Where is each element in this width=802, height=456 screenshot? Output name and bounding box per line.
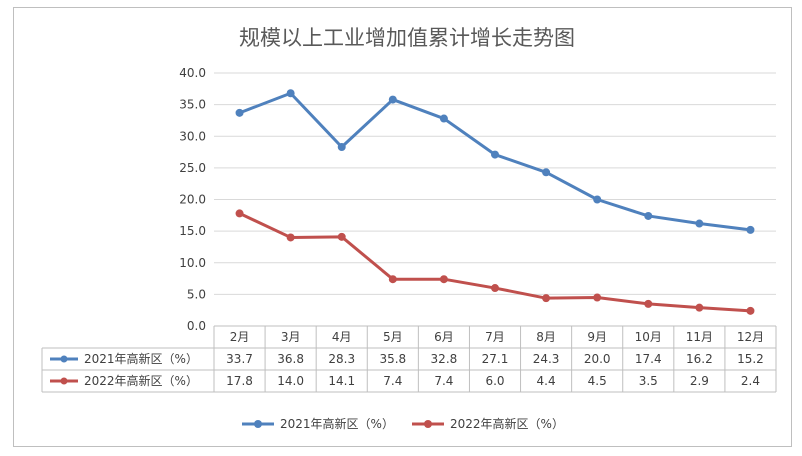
table-value-cell: 35.8 (379, 352, 406, 366)
data-point (439, 114, 448, 123)
data-point (286, 233, 295, 242)
series-2 (235, 209, 755, 315)
legend-key-marker (254, 420, 262, 428)
x-category-label: 8月 (536, 330, 556, 344)
table-value-cell: 6.0 (485, 374, 504, 388)
table-value-cell: 14.1 (328, 374, 355, 388)
table-value-cell: 2.9 (690, 374, 709, 388)
table-value-cell: 7.4 (383, 374, 402, 388)
data-point (644, 299, 653, 308)
data-point (388, 95, 397, 104)
x-category-label: 12月 (737, 330, 764, 344)
y-tick-label: 35.0 (179, 98, 206, 112)
table-value-cell: 16.2 (686, 352, 713, 366)
gridlines (214, 72, 776, 327)
y-tick-label: 30.0 (179, 129, 206, 143)
table-value-cell: 17.4 (635, 352, 662, 366)
y-tick-label: 20.0 (179, 193, 206, 207)
table-value-cell: 36.8 (277, 352, 304, 366)
y-tick-label: 5.0 (187, 287, 206, 301)
y-tick-label: 25.0 (179, 161, 206, 175)
table-value-cell: 3.5 (639, 374, 658, 388)
x-category-label: 10月 (635, 330, 662, 344)
table-value-cell: 27.1 (482, 352, 509, 366)
data-point (542, 168, 551, 177)
legend-key-marker (424, 420, 432, 428)
chart-frame: 规模以上工业增加值累计增长走势图 0.0 5.0 10.0 15.0 20.0 25.0 3… (13, 7, 792, 447)
table-value-cell: 24.3 (533, 352, 560, 366)
data-point (593, 293, 602, 302)
table-value-cell: 28.3 (328, 352, 355, 366)
y-tick-label: 15.0 (179, 224, 206, 238)
table-series-name: 2021年高新区（%） (84, 351, 198, 366)
table-value-cell: 4.4 (537, 374, 556, 388)
table-value-cell: 15.2 (737, 352, 764, 366)
series-1 (235, 89, 755, 234)
data-point (695, 219, 704, 228)
data-point (491, 284, 499, 293)
x-category-label: 6月 (434, 330, 454, 344)
data-point (542, 294, 551, 303)
data-point (235, 209, 244, 218)
legend-label: 2021年高新区（%） (280, 416, 394, 431)
data-point (746, 306, 755, 315)
data-point (337, 143, 346, 152)
data-table: 2月 3月 4月 5月 6月 7月 8月 9月 10月 11月 12月 2021年高新区（%） 33.7… (41, 325, 777, 393)
table-value-cell: 33.7 (226, 352, 253, 366)
table-value-cell: 14.0 (277, 374, 304, 388)
x-category-label: 3月 (281, 330, 301, 344)
data-point (337, 232, 346, 241)
data-point (491, 150, 499, 159)
table-legend-key-marker (60, 355, 68, 363)
y-axis-ticks: 0.0 5.0 10.0 15.0 20.0 25.0 30.0 35.0 40.0 (179, 66, 206, 333)
data-point (388, 275, 397, 284)
table-value-cell: 32.8 (431, 352, 458, 366)
x-category-label: 4月 (332, 330, 352, 344)
x-category-label: 2月 (230, 330, 250, 344)
y-tick-label: 0.0 (187, 319, 206, 333)
series-line (238, 212, 751, 313)
table-series-name: 2022年高新区（%） (84, 373, 198, 388)
data-point (439, 275, 448, 284)
table-legend-key-marker (60, 377, 68, 385)
legend: 2021年高新区（%） 2022年高新区（%） (242, 416, 564, 431)
chart-title: 规模以上工业增加值累计增长走势图 (239, 26, 575, 50)
table-value-cell: 2.4 (741, 374, 760, 388)
table-value-cell: 17.8 (226, 374, 253, 388)
line-chart: 规模以上工业增加值累计增长走势图 0.0 5.0 10.0 15.0 20.0 25.0 3… (41, 26, 777, 431)
table-value-cell: 7.4 (434, 374, 453, 388)
x-category-label: 9月 (587, 330, 607, 344)
x-category-label: 7月 (485, 330, 505, 344)
series-lines (235, 89, 755, 315)
data-point (593, 195, 602, 204)
table-value-cell: 20.0 (584, 352, 611, 366)
x-category-label: 11月 (686, 330, 713, 344)
data-point (235, 108, 244, 117)
data-point (644, 211, 653, 220)
data-point (746, 225, 755, 234)
y-tick-label: 40.0 (179, 66, 206, 80)
series-line (239, 91, 751, 232)
y-tick-label: 10.0 (179, 256, 206, 270)
data-point (695, 303, 704, 312)
table-value-cell: 4.5 (588, 374, 607, 388)
data-point (286, 89, 295, 98)
legend-label: 2022年高新区（%） (450, 416, 564, 431)
x-category-label: 5月 (383, 330, 403, 344)
